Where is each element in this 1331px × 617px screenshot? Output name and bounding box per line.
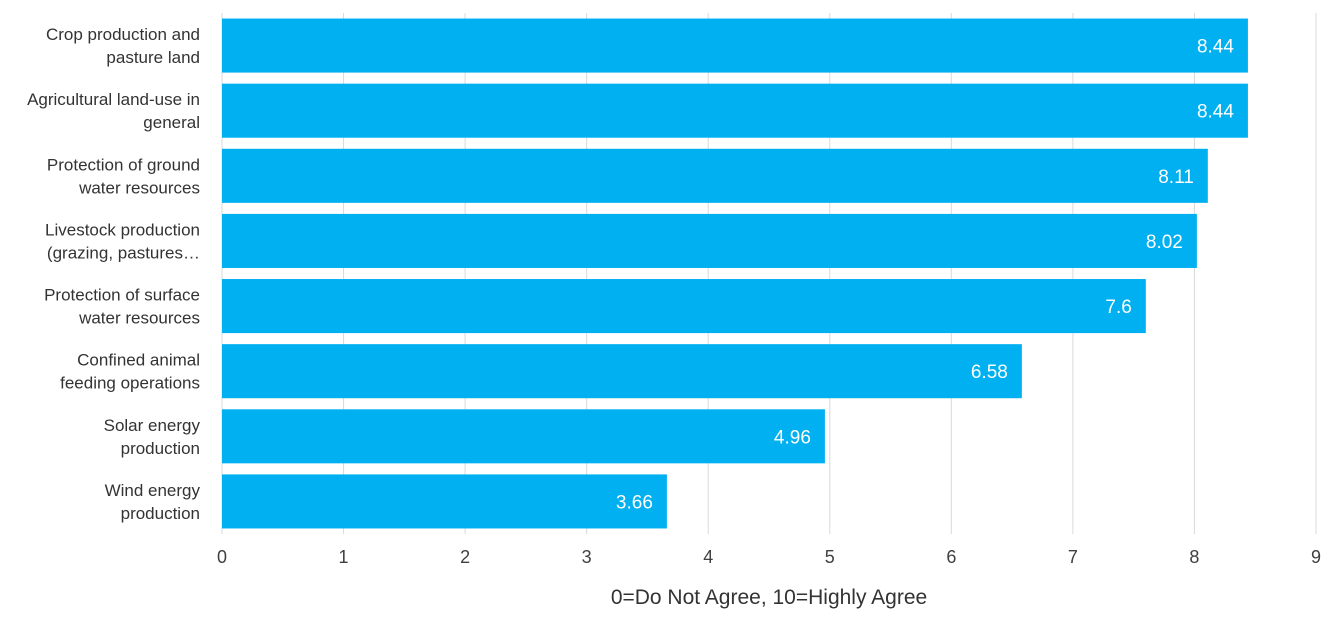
x-tick-label: 3 <box>582 547 592 567</box>
bar <box>222 344 1022 399</box>
bar <box>222 474 667 529</box>
category-label: Agricultural land-use in <box>27 90 200 109</box>
category-label: Protection of surface <box>44 286 200 305</box>
x-tick-label: 8 <box>1189 547 1199 567</box>
x-axis-title: 0=Do Not Agree, 10=Highly Agree <box>611 586 927 609</box>
x-tick-label: 5 <box>825 547 835 567</box>
category-label: water resources <box>78 309 200 328</box>
category-label: production <box>121 439 200 458</box>
bar-value-label: 3.66 <box>616 492 653 513</box>
category-label: Livestock production <box>45 220 200 239</box>
bar <box>222 279 1146 334</box>
x-tick-label: 1 <box>339 547 349 567</box>
x-tick-labels: 0 1 2 3 4 5 6 7 8 9 <box>217 547 1321 567</box>
bar-value-label: 4.96 <box>774 427 811 448</box>
category-label: Crop production and <box>46 25 200 44</box>
bar <box>222 213 1197 268</box>
x-tick-label: 7 <box>1068 547 1078 567</box>
category-label: Confined animal <box>77 351 200 370</box>
category-label: Protection of ground <box>47 155 200 174</box>
category-label: general <box>143 113 200 132</box>
x-tick-label: 9 <box>1311 547 1321 567</box>
category-label: Wind energy <box>105 481 201 500</box>
x-tick-label: 6 <box>946 547 956 567</box>
bar <box>222 409 825 464</box>
category-label: (grazing, pastures… <box>47 243 200 262</box>
bars: 8.44 8.44 8.11 8.02 7.6 6.58 4.96 3.66 <box>222 18 1248 529</box>
category-label: Solar energy <box>104 416 201 435</box>
category-labels: Crop production and pasture land Agricultu… <box>27 25 200 523</box>
bar-value-label: 8.44 <box>1197 102 1234 123</box>
x-tick-label: 2 <box>460 547 470 567</box>
x-tick-label: 0 <box>217 547 227 567</box>
bar-value-label: 8.44 <box>1197 37 1234 58</box>
bar-value-label: 6.58 <box>971 362 1008 383</box>
category-label: water resources <box>78 178 200 197</box>
category-label: feeding operations <box>60 374 200 393</box>
bar <box>222 148 1208 203</box>
category-label: production <box>121 504 200 523</box>
bar-value-label: 7.6 <box>1105 297 1131 318</box>
x-tick-label: 4 <box>703 547 713 567</box>
bar-value-label: 8.11 <box>1158 167 1194 188</box>
category-label: pasture land <box>106 48 200 67</box>
bar-value-label: 8.02 <box>1146 232 1183 253</box>
bar <box>222 18 1248 73</box>
bar <box>222 83 1248 138</box>
